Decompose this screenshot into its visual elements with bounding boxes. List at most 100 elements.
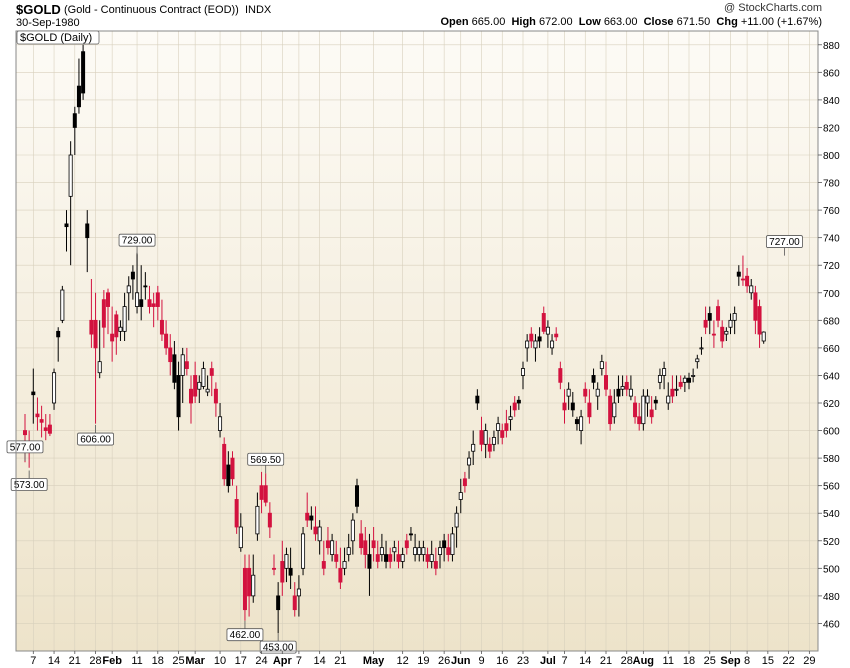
candle-body bbox=[670, 388, 675, 397]
candle bbox=[608, 389, 613, 431]
candle bbox=[525, 334, 530, 362]
annotation-label: 577.00 bbox=[10, 442, 41, 453]
candle bbox=[168, 334, 173, 376]
candle bbox=[645, 389, 650, 417]
candle-body bbox=[135, 292, 140, 307]
candle-body bbox=[433, 561, 438, 569]
candle bbox=[114, 310, 119, 355]
candle-body bbox=[521, 368, 526, 376]
candle-body bbox=[193, 375, 198, 397]
candle bbox=[176, 361, 181, 431]
candle bbox=[508, 405, 513, 431]
annotation-box bbox=[118, 233, 156, 247]
candle-body bbox=[554, 333, 559, 338]
x-tick-label: 7 bbox=[561, 655, 567, 667]
x-tick-label: Mar bbox=[185, 655, 205, 667]
candle bbox=[666, 382, 671, 410]
candle-body bbox=[653, 399, 658, 404]
candle bbox=[56, 327, 61, 362]
candle-body bbox=[624, 381, 629, 390]
candle-body bbox=[164, 333, 169, 349]
candle bbox=[64, 210, 69, 252]
low-label: Low bbox=[578, 16, 601, 28]
candle-body bbox=[516, 399, 521, 404]
candle-body bbox=[736, 271, 741, 277]
candle bbox=[574, 416, 579, 431]
x-axis: 7 14 21 28 Feb 11 18 25 Mar 10 17 24 Apr 7 14 21 May 12 19… bbox=[30, 651, 815, 667]
candle-body bbox=[222, 443, 227, 480]
candle-body bbox=[168, 347, 173, 363]
x-tick-label: Aug bbox=[633, 655, 654, 667]
candle bbox=[309, 506, 314, 530]
candle bbox=[97, 320, 102, 379]
y-tick-label: 660 bbox=[823, 344, 840, 355]
candle bbox=[657, 368, 662, 390]
candle-body bbox=[429, 554, 434, 562]
x-tick-label: 14 bbox=[48, 655, 60, 667]
y-tick-label: 680 bbox=[823, 316, 840, 327]
annotation-label: 729.00 bbox=[122, 236, 153, 247]
candle bbox=[487, 437, 492, 459]
candle-body bbox=[720, 326, 725, 342]
candle-body bbox=[442, 540, 447, 549]
x-tick-label: Jun bbox=[451, 655, 471, 667]
candle bbox=[442, 533, 447, 562]
candle bbox=[550, 334, 555, 355]
candle bbox=[184, 347, 189, 376]
candle bbox=[579, 409, 584, 445]
candle-body bbox=[711, 333, 716, 336]
candle bbox=[93, 292, 98, 424]
instrument-name: (Gold - Continuous Contract (EOD)) INDX bbox=[64, 4, 271, 16]
candle-body bbox=[64, 223, 69, 228]
x-tick-label: Apr bbox=[273, 655, 293, 667]
candle-body bbox=[68, 154, 73, 197]
close-value: 671.50 bbox=[676, 16, 711, 28]
annotation-box bbox=[77, 432, 114, 446]
candle-body bbox=[338, 567, 343, 583]
candle bbox=[201, 361, 206, 390]
x-tick-label: 9 bbox=[478, 655, 484, 667]
candle bbox=[745, 267, 750, 293]
x-tick-label: 16 bbox=[496, 655, 508, 667]
candle bbox=[359, 520, 364, 555]
candle bbox=[670, 375, 675, 403]
candle bbox=[641, 389, 646, 431]
candle-body bbox=[251, 574, 256, 597]
candle bbox=[317, 520, 322, 555]
candle-body bbox=[408, 533, 413, 536]
candle bbox=[633, 396, 638, 424]
x-tick-label: 21 bbox=[334, 655, 346, 667]
candle bbox=[255, 492, 260, 541]
candle-body bbox=[404, 540, 409, 549]
candle bbox=[197, 375, 202, 403]
x-tick-label: 14 bbox=[579, 655, 591, 667]
candle-body bbox=[259, 485, 264, 500]
candle bbox=[110, 306, 115, 362]
candle bbox=[566, 382, 571, 410]
candle-body bbox=[317, 526, 322, 542]
candle bbox=[558, 361, 563, 390]
candle bbox=[620, 375, 625, 397]
candle bbox=[674, 375, 679, 397]
candle-body bbox=[35, 413, 40, 418]
candle-body bbox=[599, 361, 604, 369]
candle bbox=[164, 320, 169, 355]
candle bbox=[695, 354, 700, 369]
candle bbox=[106, 288, 111, 335]
annotation-label: 462.00 bbox=[230, 630, 261, 641]
candle-body bbox=[89, 319, 94, 335]
candle-body bbox=[255, 505, 260, 535]
candle bbox=[288, 547, 293, 589]
candle bbox=[155, 285, 160, 321]
candle-body bbox=[130, 271, 135, 280]
candle-body bbox=[541, 313, 546, 332]
candle-body bbox=[213, 388, 218, 404]
candle-body bbox=[761, 331, 766, 342]
candle-body bbox=[508, 416, 513, 420]
candle bbox=[678, 375, 683, 390]
candle-body bbox=[479, 430, 484, 445]
x-tick-label: 17 bbox=[235, 655, 247, 667]
candle-body bbox=[649, 409, 654, 418]
candle-body bbox=[209, 368, 214, 376]
plot-area bbox=[16, 31, 818, 651]
